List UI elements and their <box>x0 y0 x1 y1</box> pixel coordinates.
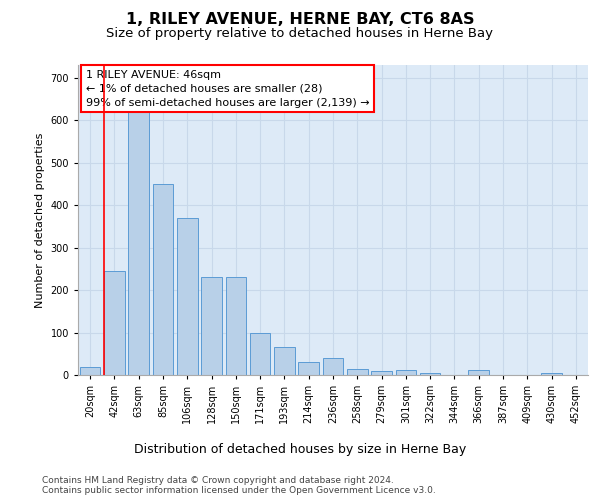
Bar <box>395 370 416 375</box>
Bar <box>347 368 368 375</box>
Y-axis label: Number of detached properties: Number of detached properties <box>35 132 45 308</box>
Text: Contains HM Land Registry data © Crown copyright and database right 2024.: Contains HM Land Registry data © Crown c… <box>42 476 394 485</box>
Text: 1 RILEY AVENUE: 46sqm
← 1% of detached houses are smaller (28)
99% of semi-detac: 1 RILEY AVENUE: 46sqm ← 1% of detached h… <box>86 70 369 108</box>
Bar <box>371 371 392 375</box>
Text: Distribution of detached houses by size in Herne Bay: Distribution of detached houses by size … <box>134 442 466 456</box>
Bar <box>201 278 222 375</box>
Bar <box>80 366 100 375</box>
Text: 1, RILEY AVENUE, HERNE BAY, CT6 8AS: 1, RILEY AVENUE, HERNE BAY, CT6 8AS <box>126 12 474 28</box>
Text: Size of property relative to detached houses in Herne Bay: Size of property relative to detached ho… <box>107 28 493 40</box>
Bar <box>298 362 319 375</box>
Bar <box>250 332 271 375</box>
Bar <box>469 370 489 375</box>
Text: Contains public sector information licensed under the Open Government Licence v3: Contains public sector information licen… <box>42 486 436 495</box>
Bar <box>226 278 246 375</box>
Bar <box>420 373 440 375</box>
Bar <box>541 374 562 375</box>
Bar <box>323 358 343 375</box>
Bar <box>274 348 295 375</box>
Bar <box>128 108 149 375</box>
Bar <box>177 218 197 375</box>
Bar <box>104 271 125 375</box>
Bar <box>152 184 173 375</box>
